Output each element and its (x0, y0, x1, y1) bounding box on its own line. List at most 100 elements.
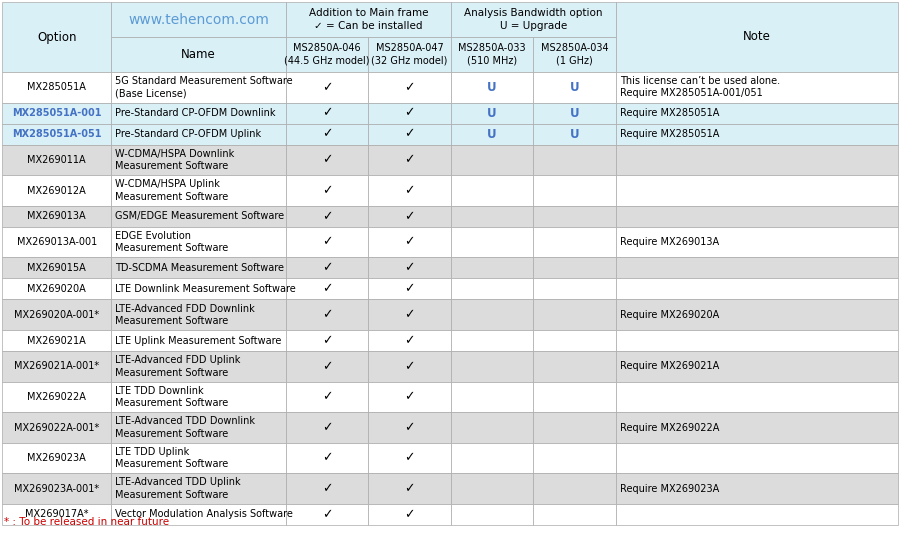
Text: U: U (487, 107, 497, 119)
Bar (368, 504, 451, 525)
Text: ✓: ✓ (322, 452, 332, 464)
Bar (534, 382, 616, 412)
Text: MX269015A: MX269015A (27, 263, 86, 273)
Bar (2, 257, 112, 278)
Bar (112, 382, 286, 412)
Bar (368, 102, 451, 124)
Bar (286, 278, 368, 299)
Text: Pre-Standard CP-OFDM Uplink: Pre-Standard CP-OFDM Uplink (115, 129, 261, 139)
Bar (616, 257, 898, 278)
Text: MS2850A-046
(44.5 GHz model): MS2850A-046 (44.5 GHz model) (284, 43, 370, 66)
Text: ✓: ✓ (404, 184, 415, 197)
Bar (451, 504, 534, 525)
Bar (534, 144, 616, 175)
Text: Require MX269023A: Require MX269023A (620, 483, 719, 494)
Text: ✓: ✓ (322, 360, 332, 373)
Text: Require MX285051A: Require MX285051A (620, 129, 719, 139)
Text: MS2850A-034
(1 GHz): MS2850A-034 (1 GHz) (541, 43, 608, 66)
Bar (286, 124, 368, 144)
Text: ✓: ✓ (322, 184, 332, 197)
Bar (534, 257, 616, 278)
Text: MS2850A-047
(32 GHz model): MS2850A-047 (32 GHz model) (372, 43, 448, 66)
Bar (616, 412, 898, 443)
Text: TD-SCDMA Measurement Software: TD-SCDMA Measurement Software (115, 263, 284, 273)
Bar (112, 474, 286, 504)
Text: This license can’t be used alone.
Require MX285051A-001/051: This license can’t be used alone. Requir… (620, 76, 780, 99)
Bar (534, 330, 616, 351)
Bar (534, 278, 616, 299)
Text: MX269022A: MX269022A (27, 392, 86, 402)
Bar (616, 443, 898, 474)
Bar (534, 351, 616, 382)
Bar (534, 37, 616, 72)
Bar (451, 227, 534, 257)
Text: ✓: ✓ (404, 262, 415, 275)
Bar (534, 72, 616, 102)
Bar (2, 227, 112, 257)
Bar (451, 299, 534, 330)
Text: U: U (570, 107, 580, 119)
Bar (368, 175, 451, 206)
Text: LTE-Advanced TDD Uplink
Measurement Software: LTE-Advanced TDD Uplink Measurement Soft… (115, 477, 241, 500)
Bar (534, 474, 616, 504)
Text: ✓: ✓ (404, 81, 415, 94)
Text: MX285051A: MX285051A (27, 82, 86, 92)
Text: MX285051A-001: MX285051A-001 (12, 108, 102, 118)
Bar (534, 102, 616, 124)
Text: Require MX285051A: Require MX285051A (620, 108, 719, 118)
Bar (451, 72, 534, 102)
Text: ✓: ✓ (322, 128, 332, 141)
Bar (112, 2, 286, 37)
Bar (286, 227, 368, 257)
Text: ✓: ✓ (404, 235, 415, 249)
Bar (112, 206, 286, 227)
Bar (368, 443, 451, 474)
Bar (112, 299, 286, 330)
Text: ✓: ✓ (404, 282, 415, 295)
Bar (451, 175, 534, 206)
Bar (2, 206, 112, 227)
Bar (368, 278, 451, 299)
Text: Addition to Main frame
✓ = Can be installed: Addition to Main frame ✓ = Can be instal… (309, 8, 428, 31)
Text: W-CDMA/HSPA Downlink
Measurement Software: W-CDMA/HSPA Downlink Measurement Softwar… (115, 149, 235, 171)
Bar (534, 124, 616, 144)
Text: MX269013A-001: MX269013A-001 (16, 237, 97, 247)
Text: LTE-Advanced TDD Downlink
Measurement Software: LTE-Advanced TDD Downlink Measurement So… (115, 416, 256, 439)
Text: Pre-Standard CP-OFDM Downlink: Pre-Standard CP-OFDM Downlink (115, 108, 275, 118)
Bar (286, 102, 368, 124)
Bar (112, 351, 286, 382)
Bar (616, 102, 898, 124)
Text: EDGE Evolution
Measurement Software: EDGE Evolution Measurement Software (115, 231, 229, 253)
Bar (534, 443, 616, 474)
Text: MX269013A: MX269013A (27, 211, 86, 221)
Text: ✓: ✓ (322, 390, 332, 403)
Text: * : To be released in near future: * : To be released in near future (4, 517, 169, 527)
Bar (112, 278, 286, 299)
Bar (286, 175, 368, 206)
Bar (112, 102, 286, 124)
Text: MX269020A: MX269020A (27, 284, 86, 294)
Text: ✓: ✓ (404, 210, 415, 223)
Text: ✓: ✓ (404, 308, 415, 321)
Bar (286, 257, 368, 278)
Bar (368, 351, 451, 382)
Bar (286, 72, 368, 102)
Text: ✓: ✓ (404, 390, 415, 403)
Text: LTE TDD Downlink
Measurement Software: LTE TDD Downlink Measurement Software (115, 386, 229, 408)
Text: ✓: ✓ (322, 81, 332, 94)
Text: LTE Downlink Measurement Software: LTE Downlink Measurement Software (115, 284, 296, 294)
Text: ✓: ✓ (322, 235, 332, 249)
Bar (286, 144, 368, 175)
Text: Require MX269020A: Require MX269020A (620, 310, 719, 320)
Bar (451, 102, 534, 124)
Text: MX269021A-001*: MX269021A-001* (14, 361, 99, 371)
Text: GSM/EDGE Measurement Software: GSM/EDGE Measurement Software (115, 211, 284, 221)
Bar (368, 382, 451, 412)
Bar (368, 299, 451, 330)
Bar (2, 72, 112, 102)
Bar (2, 144, 112, 175)
Bar (286, 2, 451, 37)
Text: ✓: ✓ (404, 128, 415, 141)
Text: ✓: ✓ (322, 210, 332, 223)
Text: MX269012A: MX269012A (27, 185, 86, 196)
